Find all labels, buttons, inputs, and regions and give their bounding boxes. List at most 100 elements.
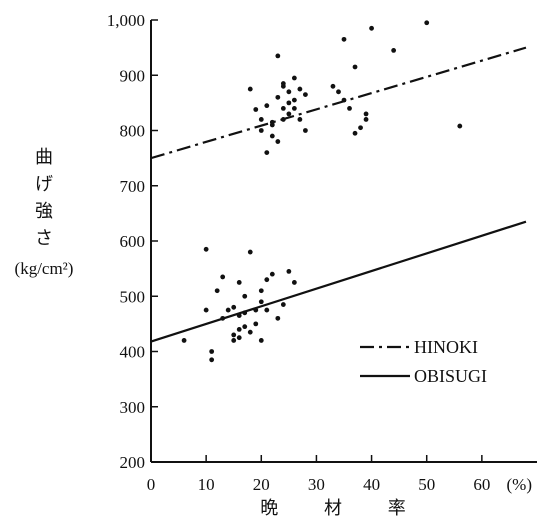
y-axis-title-char: さ bbox=[35, 228, 53, 249]
x-tick-label: 40 bbox=[363, 475, 380, 494]
data-point-hinoki bbox=[247, 86, 253, 92]
y-axis-title-char: 曲 bbox=[35, 147, 53, 168]
data-point-hinoki bbox=[264, 103, 270, 109]
data-point-hinoki bbox=[291, 106, 297, 111]
y-axis-title-char: げ bbox=[35, 174, 53, 195]
y-ticks: 200 300 400 500 600 700 800 900 1,000 bbox=[107, 11, 158, 472]
axes bbox=[150, 20, 537, 463]
data-point-hinoki bbox=[352, 130, 358, 136]
data-point-obisugi bbox=[203, 246, 209, 252]
data-point-hinoki bbox=[275, 139, 281, 144]
data-point-hinoki bbox=[264, 150, 270, 156]
data-points bbox=[181, 20, 463, 363]
y-tick-label: 600 bbox=[120, 232, 146, 251]
data-point-obisugi bbox=[242, 293, 248, 299]
data-point-hinoki bbox=[363, 117, 369, 122]
data-point-hinoki bbox=[291, 97, 297, 103]
x-tick-label: 50 bbox=[418, 475, 435, 494]
data-point-obisugi bbox=[209, 349, 215, 354]
data-point-hinoki bbox=[253, 107, 259, 112]
data-point-hinoki bbox=[286, 100, 292, 106]
data-point-hinoki bbox=[303, 128, 308, 133]
data-point-obisugi bbox=[264, 277, 270, 283]
y-tick-label: 500 bbox=[120, 287, 146, 306]
data-point-obisugi bbox=[247, 249, 253, 255]
data-point-hinoki bbox=[269, 122, 275, 128]
data-point-obisugi bbox=[253, 321, 259, 327]
data-point-hinoki bbox=[297, 117, 303, 122]
data-point-obisugi bbox=[231, 332, 237, 338]
data-point-obisugi bbox=[236, 313, 242, 318]
data-point-obisugi bbox=[220, 274, 226, 280]
data-point-hinoki bbox=[258, 117, 264, 122]
data-point-hinoki bbox=[280, 117, 286, 122]
data-point-obisugi bbox=[236, 280, 242, 285]
x-tick-label: 0 bbox=[147, 475, 156, 494]
data-point-obisugi bbox=[264, 307, 270, 313]
data-point-obisugi bbox=[236, 327, 242, 332]
y-tick-label: 300 bbox=[120, 398, 146, 417]
data-point-hinoki bbox=[330, 83, 336, 89]
data-point-obisugi bbox=[242, 324, 248, 330]
data-point-hinoki bbox=[369, 25, 374, 31]
x-ticks: 0 10 20 30 40 50 60 bbox=[147, 455, 490, 494]
y-tick-label: 800 bbox=[120, 122, 146, 141]
data-point-hinoki bbox=[280, 106, 286, 111]
y-tick-label: 900 bbox=[120, 66, 146, 85]
data-point-hinoki bbox=[286, 111, 292, 117]
data-point-obisugi bbox=[214, 288, 220, 294]
data-point-obisugi bbox=[291, 280, 297, 285]
y-tick-label: 700 bbox=[120, 177, 146, 196]
data-point-obisugi bbox=[258, 299, 264, 305]
data-point-hinoki bbox=[336, 89, 341, 95]
y-tick-label: 1,000 bbox=[107, 11, 145, 30]
x-tick-label: 30 bbox=[308, 475, 325, 494]
data-point-hinoki bbox=[275, 94, 281, 100]
data-point-obisugi bbox=[275, 315, 281, 321]
data-point-obisugi bbox=[258, 288, 264, 294]
y-tick-label: 200 bbox=[120, 453, 146, 472]
legend-label-obisugi: OBISUGI bbox=[414, 366, 487, 386]
fit-line-hinoki bbox=[150, 46, 527, 160]
data-point-hinoki bbox=[291, 75, 297, 81]
data-point-hinoki bbox=[303, 92, 308, 97]
data-point-hinoki bbox=[269, 133, 275, 139]
data-point-obisugi bbox=[253, 307, 259, 313]
data-point-hinoki bbox=[297, 86, 303, 92]
data-point-obisugi bbox=[236, 335, 242, 341]
data-point-obisugi bbox=[269, 271, 275, 277]
data-point-hinoki bbox=[358, 125, 363, 131]
data-point-hinoki bbox=[341, 36, 347, 42]
data-point-obisugi bbox=[220, 315, 226, 321]
x-tick-label: 60 bbox=[473, 475, 490, 494]
y-axis-unit-label: (kg/cm²) bbox=[15, 259, 74, 278]
y-tick-label: 400 bbox=[120, 343, 146, 362]
data-point-obisugi bbox=[280, 302, 286, 307]
data-point-obisugi bbox=[242, 310, 248, 316]
legend: HINOKI OBISUGI bbox=[360, 337, 487, 386]
data-point-hinoki bbox=[275, 53, 281, 59]
data-point-obisugi bbox=[286, 268, 292, 274]
x-axis-unit-label: (%) bbox=[507, 475, 532, 494]
fit-lines bbox=[150, 46, 527, 343]
x-tick-label: 20 bbox=[253, 475, 270, 494]
data-point-obisugi bbox=[203, 307, 209, 313]
legend-label-hinoki: HINOKI bbox=[414, 337, 478, 357]
fit-line-obisugi bbox=[150, 220, 527, 343]
data-point-obisugi bbox=[181, 338, 187, 343]
x-axis-title: 晩 材 率 bbox=[260, 498, 425, 519]
data-point-obisugi bbox=[231, 338, 237, 343]
x-tick-label: 10 bbox=[198, 475, 215, 494]
data-point-hinoki bbox=[424, 20, 430, 26]
data-point-obisugi bbox=[225, 307, 231, 313]
data-point-hinoki bbox=[347, 106, 352, 111]
data-point-obisugi bbox=[209, 357, 215, 363]
data-point-hinoki bbox=[258, 128, 264, 133]
data-point-hinoki bbox=[341, 97, 347, 103]
data-point-hinoki bbox=[352, 64, 358, 70]
data-point-hinoki bbox=[280, 83, 286, 89]
data-point-obisugi bbox=[247, 329, 253, 335]
y-axis-title-char: 強 bbox=[35, 201, 53, 222]
